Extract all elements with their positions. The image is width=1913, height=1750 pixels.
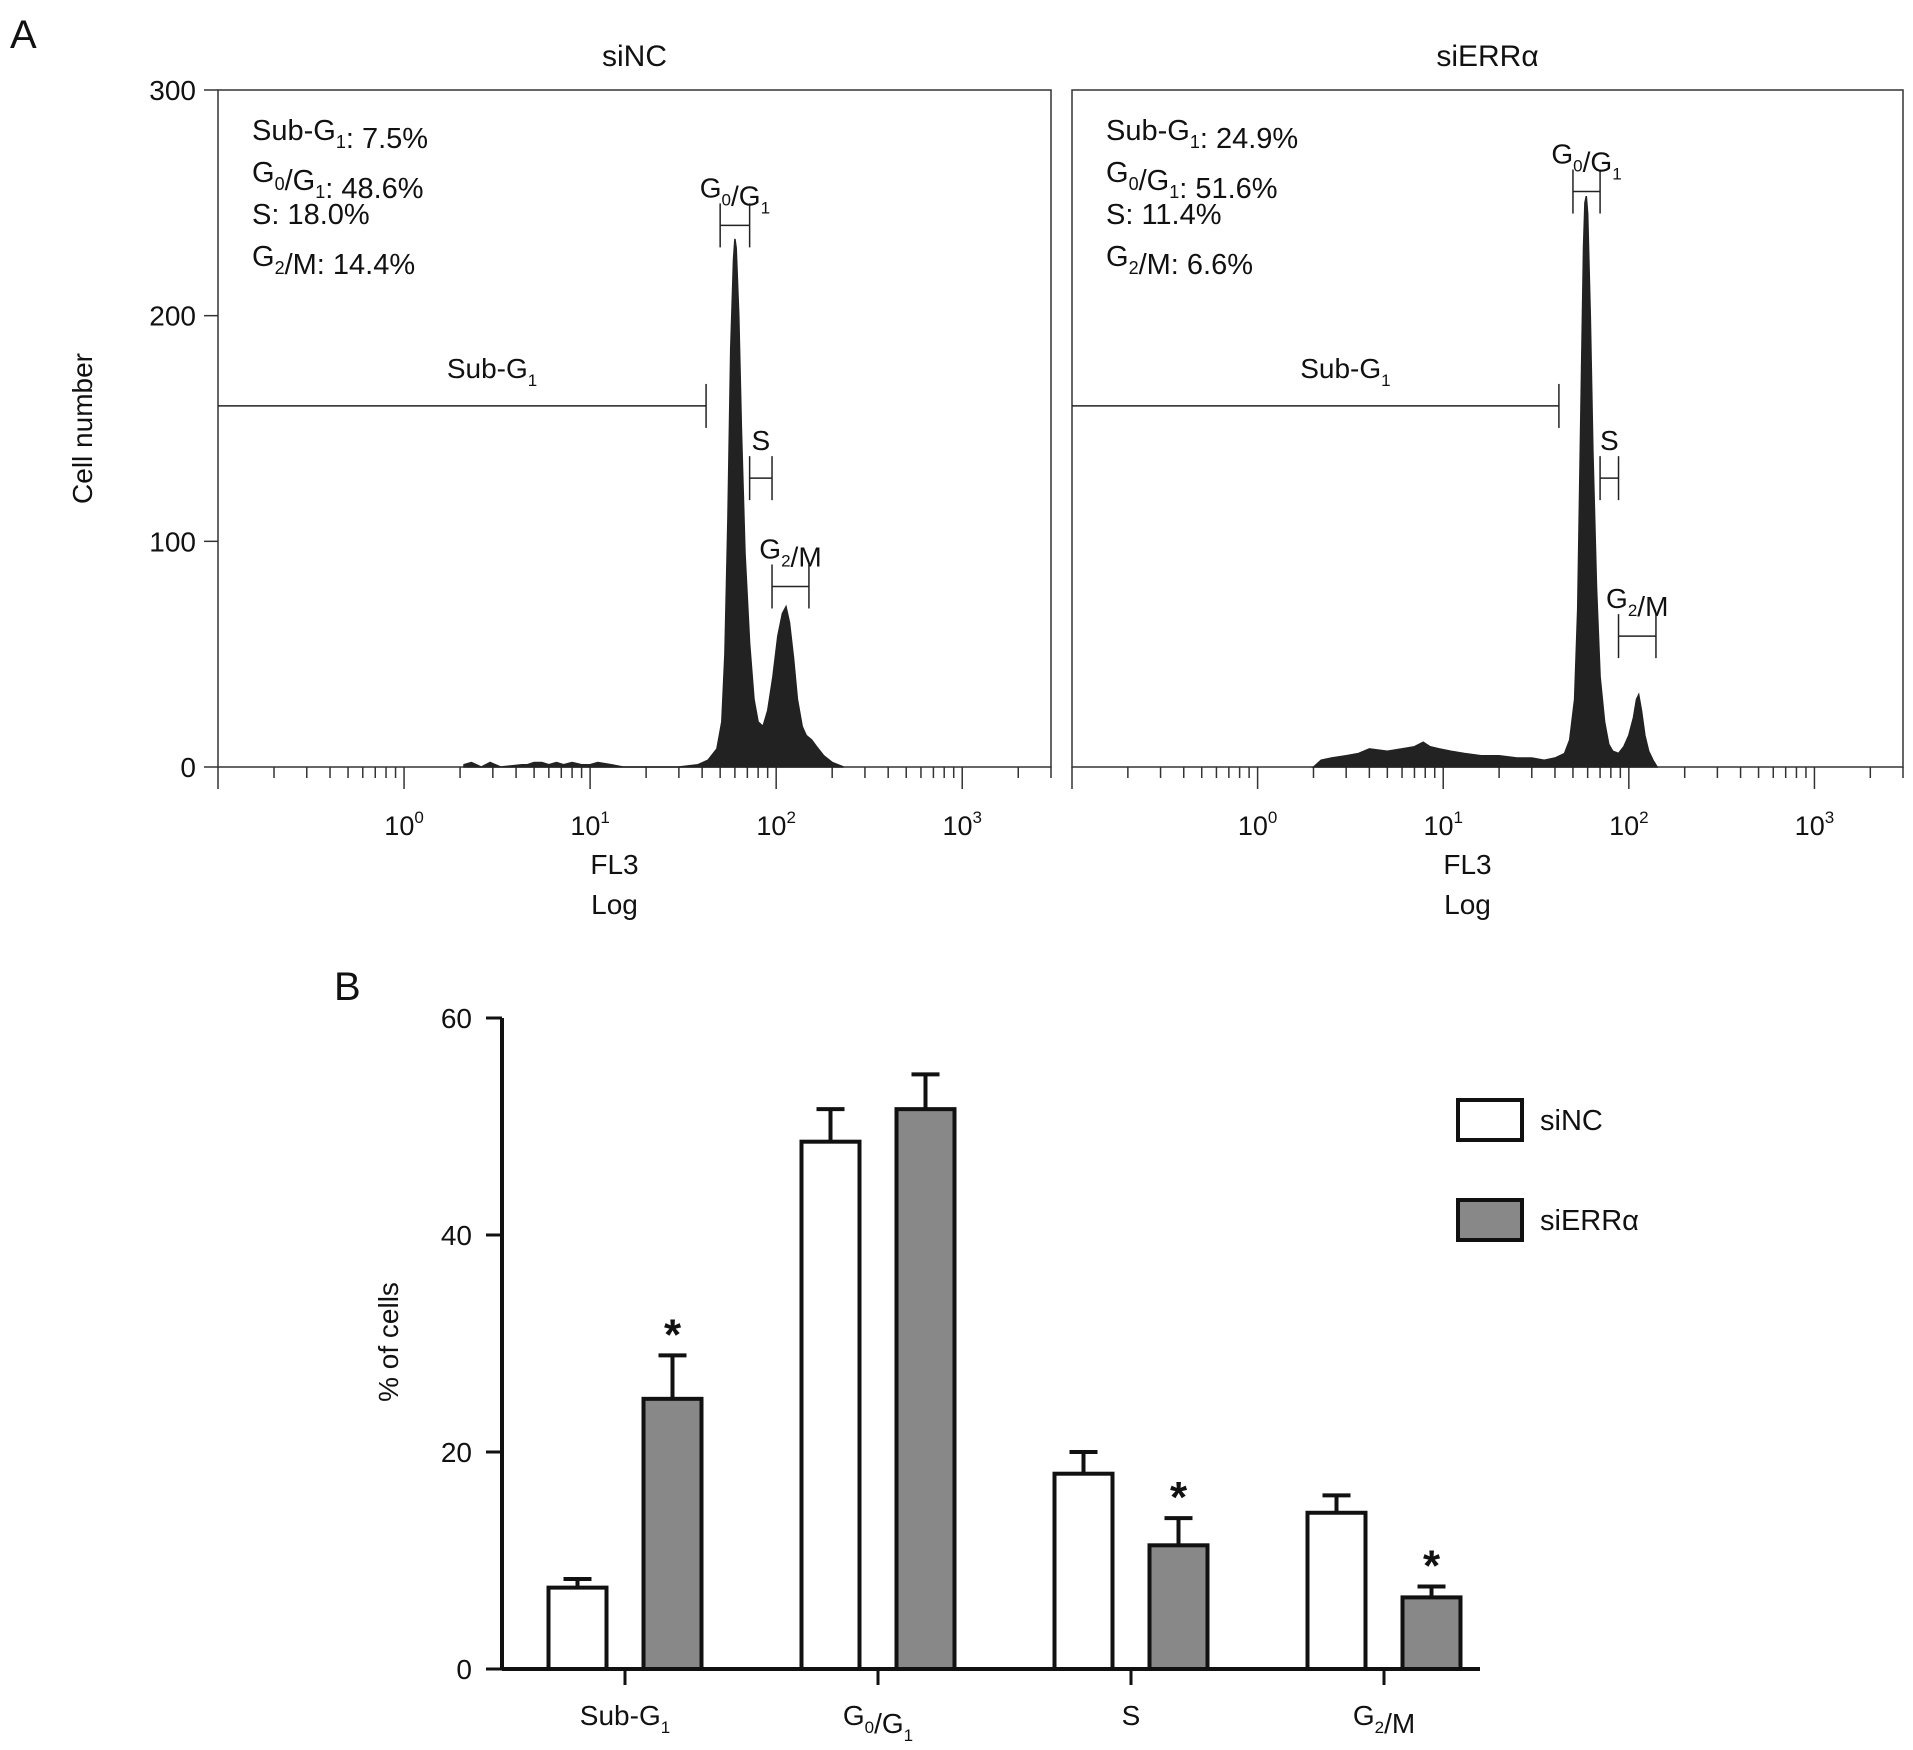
histogram-panel-1: siNC 0 100 200 300 Cell number 100 101 102 103 FL3…	[67, 40, 1052, 920]
gate: S	[748, 425, 773, 501]
bar	[641, 1396, 704, 1671]
x-tick-label: 101	[1423, 808, 1463, 841]
y-axis-label: % of cells	[373, 1282, 404, 1402]
gate-label: Sub-G1	[1300, 353, 1390, 390]
gate-label: S	[751, 425, 770, 456]
category-label: Sub-G1	[580, 1700, 670, 1737]
legend: siNC siERRα	[1456, 1098, 1639, 1242]
histogram-area	[1311, 195, 1659, 768]
y-tick-label: 200	[149, 301, 196, 332]
x-tick-label: 103	[1795, 808, 1835, 841]
gate: G2/M	[759, 533, 822, 609]
y-tick-label: 40	[441, 1220, 472, 1251]
y-tick-label: 300	[149, 75, 196, 106]
bar	[546, 1585, 609, 1671]
x-tick-label: 102	[1609, 808, 1649, 841]
gate-label: Sub-G1	[447, 353, 537, 390]
bar	[894, 1107, 957, 1671]
y-tick-label: 100	[149, 526, 196, 557]
stat-text: G2/M: 6.6%	[1106, 241, 1253, 281]
x-tick-label: 100	[1238, 808, 1278, 841]
x-tick-label: 103	[942, 808, 982, 841]
bar	[1052, 1471, 1115, 1671]
significance-marker: *	[1423, 1542, 1441, 1591]
stat-text: Sub-G1: 24.9%	[1106, 115, 1298, 155]
significance-marker: *	[664, 1310, 682, 1359]
gate: Sub-G1	[1072, 353, 1560, 428]
histogram-title: siNC	[602, 40, 667, 73]
y-axis-label: Cell number	[67, 353, 98, 504]
gate: G0/G1	[700, 172, 770, 248]
x-tick-label: 101	[570, 808, 610, 841]
stat-text: Sub-G1: 7.5%	[252, 115, 428, 155]
panel-label-b: B	[334, 965, 361, 1009]
gate: S	[1599, 425, 1620, 501]
x-axis-label: FL3	[1443, 849, 1491, 880]
stat-text: S: 11.4%	[1106, 199, 1222, 231]
gate-label: G2/M	[759, 533, 821, 572]
bar	[1305, 1510, 1368, 1672]
stat-text: G0/G1: 51.6%	[1106, 157, 1278, 205]
gate-label: G2/M	[1606, 583, 1668, 622]
gate: Sub-G1	[218, 353, 707, 428]
bar	[1147, 1543, 1210, 1672]
bar	[799, 1139, 862, 1671]
gate-label: G0/G1	[1551, 139, 1621, 184]
legend-swatch	[1456, 1198, 1524, 1242]
y-tick-label: 20	[441, 1437, 472, 1468]
stat-text: G2/M: 14.4%	[252, 241, 415, 281]
legend-swatch	[1456, 1098, 1524, 1142]
histogram-area	[463, 238, 844, 768]
y-tick-label: 60	[441, 1003, 472, 1034]
panel-label-a: A	[10, 13, 37, 57]
x-tick-label: 100	[384, 808, 424, 841]
x-axis-label: FL3	[590, 849, 638, 880]
x-axis-label-unit: Log	[591, 889, 638, 920]
significance-marker: *	[1170, 1473, 1188, 1522]
legend-label: siERRα	[1540, 1205, 1639, 1237]
gate-label: S	[1600, 425, 1619, 456]
x-tick-label: 102	[756, 808, 796, 841]
stat-text: S: 18.0%	[252, 199, 370, 231]
category-label: S	[1122, 1700, 1141, 1731]
histogram-title: siERRα	[1436, 40, 1538, 73]
gate: G2/M	[1606, 583, 1668, 659]
bar	[1400, 1595, 1463, 1672]
gate-label: G0/G1	[700, 172, 770, 217]
stat-text: G0/G1: 48.6%	[252, 157, 424, 205]
bar-chart: 0 20 40 60 % of cells Sub-G1 * G0/G1 S * G2/M *	[373, 1003, 1480, 1745]
category-label: G0/G1	[843, 1700, 913, 1745]
y-tick-label: 0	[180, 752, 196, 783]
x-axis-label-unit: Log	[1444, 889, 1491, 920]
gate: G0/G1	[1551, 139, 1622, 214]
y-tick-label: 0	[456, 1654, 472, 1685]
category-label: G2/M	[1353, 1700, 1415, 1739]
legend-label: siNC	[1540, 1105, 1603, 1137]
